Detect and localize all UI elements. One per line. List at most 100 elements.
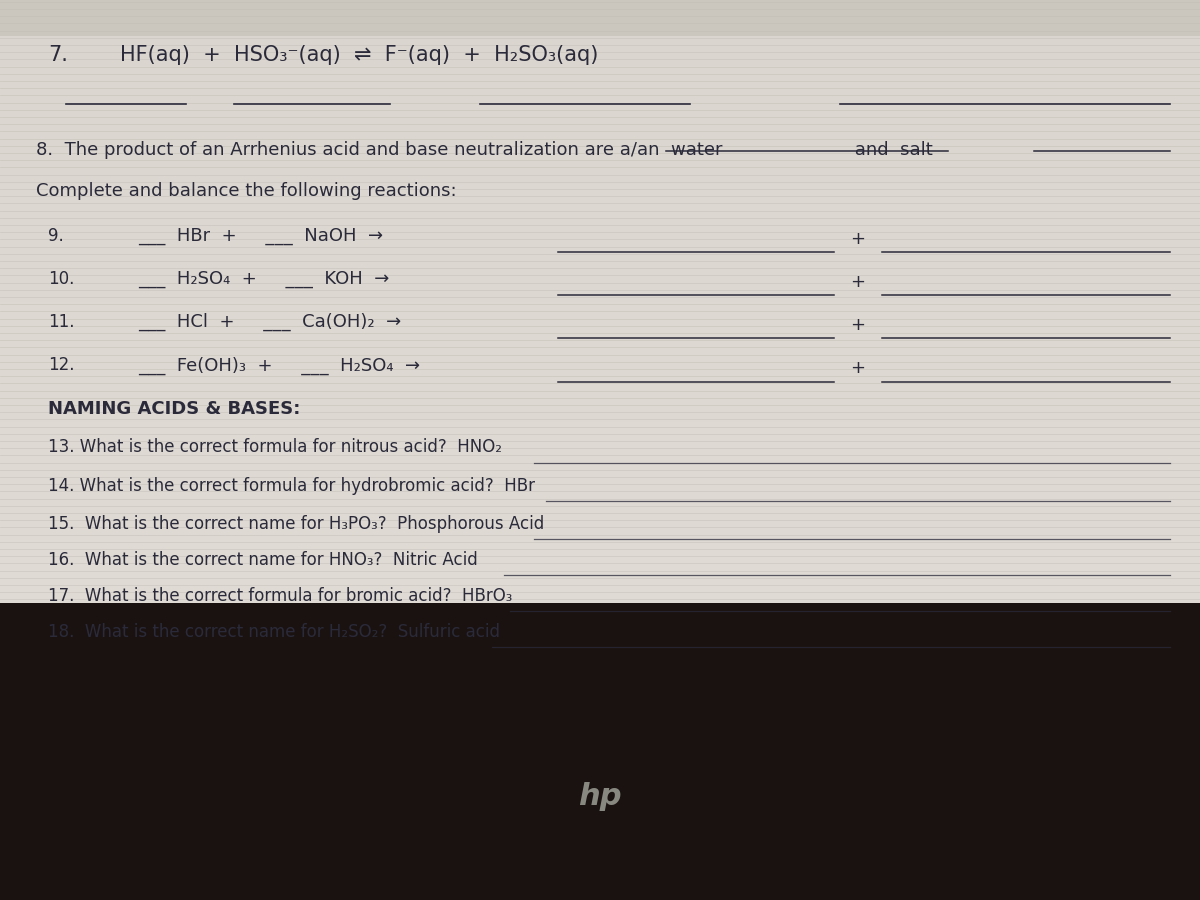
Bar	[0, 244, 1200, 248]
Bar	[0, 416, 1200, 419]
Bar	[0, 214, 1200, 217]
Bar	[0, 63, 1200, 67]
Bar	[0, 536, 1200, 540]
Bar	[0, 422, 1200, 425]
Text: ___  Fe(OH)₃  +     ___  H₂SO₄  →: ___ Fe(OH)₃ + ___ H₂SO₄ →	[138, 356, 420, 374]
Bar	[0, 205, 1200, 208]
Bar	[0, 81, 1200, 85]
Bar	[0, 112, 1200, 114]
Text: 12.: 12.	[48, 356, 74, 374]
Bar	[0, 76, 1200, 78]
Bar	[0, 516, 1200, 518]
Bar	[0, 458, 1200, 462]
Bar	[0, 419, 1200, 422]
Bar	[0, 150, 1200, 154]
Bar	[0, 401, 1200, 404]
Bar	[0, 196, 1200, 199]
Bar	[0, 428, 1200, 431]
Bar	[0, 190, 1200, 193]
Bar	[0, 570, 1200, 573]
Text: 11.: 11.	[48, 313, 74, 331]
Bar	[0, 226, 1200, 230]
Text: HF(aq)  +  HSO₃⁻(aq)  ⇌  F⁻(aq)  +  H₂SO₃(aq): HF(aq) + HSO₃⁻(aq) ⇌ F⁻(aq) + H₂SO₃(aq)	[120, 45, 599, 65]
Bar	[0, 256, 1200, 259]
Bar	[0, 434, 1200, 437]
Bar	[0, 241, 1200, 244]
Bar	[0, 3, 1200, 6]
Bar	[0, 440, 1200, 443]
Text: hp: hp	[578, 782, 622, 811]
Bar	[0, 277, 1200, 281]
Bar	[0, 341, 1200, 344]
Bar	[0, 579, 1200, 582]
Bar	[0, 500, 1200, 503]
Bar	[0, 193, 1200, 196]
Bar	[0, 603, 1200, 900]
Text: 7.: 7.	[48, 45, 68, 65]
Bar	[0, 509, 1200, 513]
Text: NAMING ACIDS & BASES:: NAMING ACIDS & BASES:	[48, 400, 300, 418]
Text: +: +	[851, 230, 865, 248]
Bar	[0, 114, 1200, 118]
Bar	[0, 0, 1200, 3]
Bar	[0, 299, 1200, 302]
Bar	[0, 398, 1200, 401]
Bar	[0, 310, 1200, 313]
Bar	[0, 286, 1200, 290]
Bar	[0, 425, 1200, 428]
Bar	[0, 60, 1200, 63]
Bar	[0, 326, 1200, 328]
Bar	[0, 208, 1200, 211]
Bar	[0, 78, 1200, 81]
Bar	[0, 15, 1200, 18]
Bar	[0, 220, 1200, 223]
Bar	[0, 549, 1200, 552]
Bar	[0, 6, 1200, 9]
Bar	[0, 100, 1200, 103]
Bar	[0, 513, 1200, 516]
Bar	[0, 431, 1200, 434]
Bar	[0, 9, 1200, 12]
Bar	[0, 105, 1200, 109]
Text: 15.  What is the correct name for H₃PO₃?  Phosphorous Acid: 15. What is the correct name for H₃PO₃? …	[48, 515, 545, 533]
Bar	[0, 364, 1200, 368]
Bar	[0, 567, 1200, 570]
Bar	[0, 353, 1200, 356]
Bar	[0, 49, 1200, 51]
Bar	[0, 85, 1200, 87]
Text: +: +	[851, 359, 865, 377]
Bar	[0, 464, 1200, 467]
Bar	[0, 392, 1200, 395]
Bar	[0, 410, 1200, 413]
Bar	[0, 232, 1200, 235]
Bar	[0, 217, 1200, 220]
Bar	[0, 473, 1200, 476]
Bar	[0, 163, 1200, 166]
Bar	[0, 518, 1200, 522]
Bar	[0, 145, 1200, 148]
Bar	[0, 443, 1200, 446]
Bar	[0, 576, 1200, 579]
Bar	[0, 359, 1200, 362]
Bar	[0, 522, 1200, 525]
Bar	[0, 455, 1200, 458]
Bar	[0, 24, 1200, 27]
Bar	[0, 18, 1200, 21]
Bar	[0, 545, 1200, 549]
Bar	[0, 87, 1200, 91]
Bar	[0, 42, 1200, 45]
Bar	[0, 362, 1200, 364]
Bar	[0, 476, 1200, 480]
Bar	[0, 268, 1200, 272]
Bar	[0, 494, 1200, 498]
Bar	[0, 250, 1200, 253]
Bar	[0, 344, 1200, 346]
Bar	[0, 230, 1200, 232]
Bar	[0, 118, 1200, 121]
Bar	[0, 284, 1200, 286]
Bar	[0, 591, 1200, 594]
Bar	[0, 588, 1200, 591]
Bar	[0, 471, 1200, 473]
Bar	[0, 141, 1200, 145]
Bar	[0, 446, 1200, 449]
